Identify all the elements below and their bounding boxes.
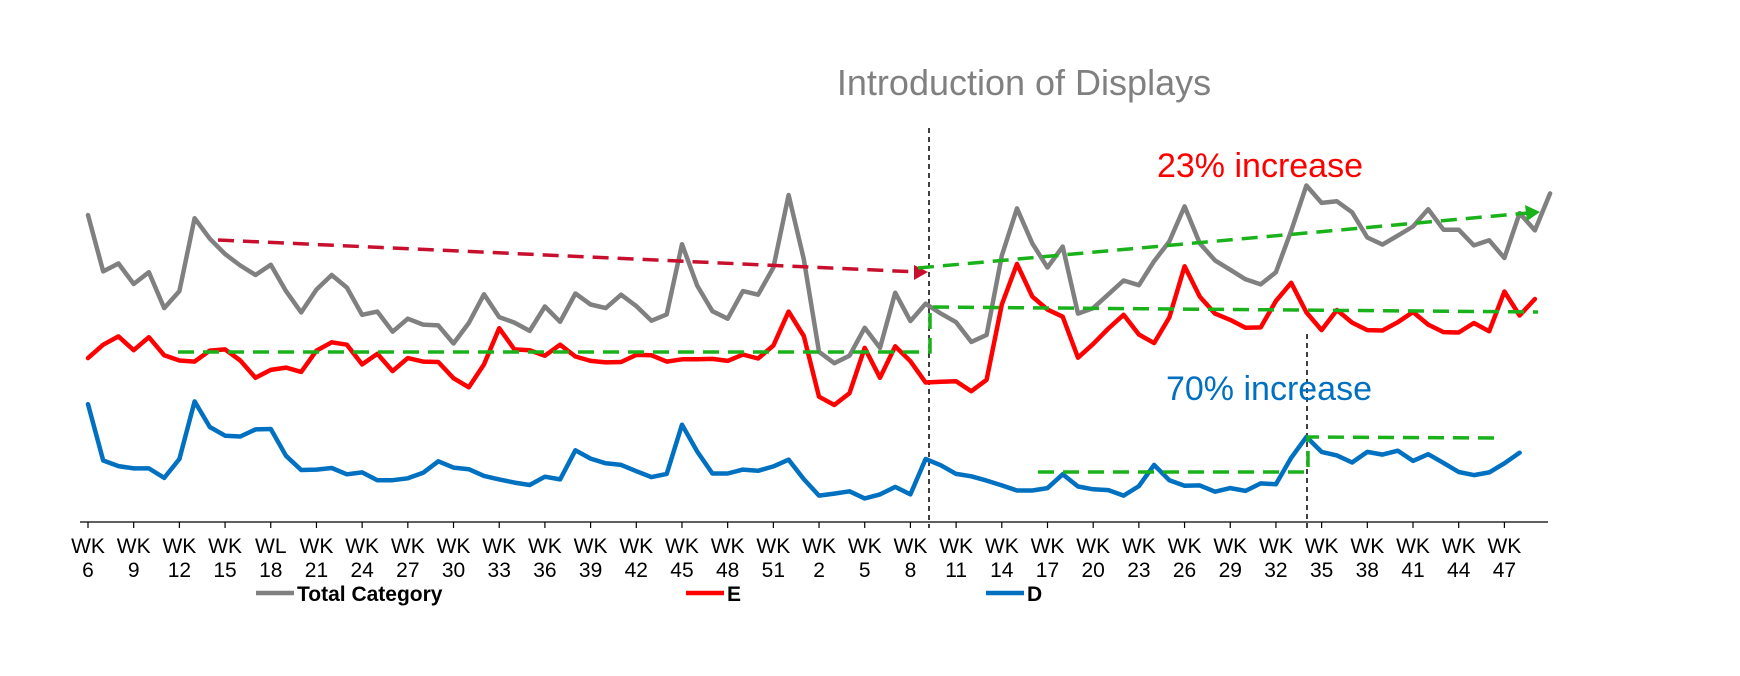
- x-tick-label: WK 24: [345, 535, 379, 582]
- legend-item-e: E: [686, 583, 741, 606]
- e-average-step: [178, 305, 1539, 354]
- d-average-step: [1038, 435, 1501, 474]
- x-tick-label: WK 29: [1213, 535, 1247, 582]
- x-tick-label: WK 38: [1350, 535, 1384, 582]
- series-line-total-category: [85, 183, 1553, 366]
- x-tick-label: WK 47: [1487, 535, 1521, 582]
- x-tick-label: WK 51: [756, 535, 790, 582]
- x-tick-label: WL 18: [255, 535, 287, 582]
- total-category-trend-before-arrowhead: [914, 265, 928, 280]
- series-line-d: [85, 399, 1522, 501]
- x-tick-label: WK 33: [482, 535, 516, 582]
- x-tick-label: WK 23: [1122, 535, 1156, 582]
- legend-label-total-category: Total Category: [297, 583, 443, 606]
- x-tick-label: WK 41: [1396, 535, 1430, 582]
- legend: Total Category E D: [256, 583, 1042, 606]
- x-tick-label: WK 6: [71, 535, 105, 582]
- total-category-trend-after-arrowhead: [1525, 205, 1540, 221]
- legend-label-d: D: [1027, 583, 1042, 606]
- x-tick-label: WK 32: [1259, 535, 1293, 582]
- series-line-e: [85, 261, 1538, 408]
- legend-label-e: E: [727, 583, 741, 606]
- x-tick-label: WK 14: [985, 535, 1019, 582]
- x-tick-label: WK 9: [117, 535, 151, 582]
- legend-item-total-category: Total Category: [256, 583, 443, 606]
- x-tick-label: WK 45: [665, 535, 699, 582]
- total-category-trend-before: [217, 238, 919, 274]
- x-tick-label: WK 20: [1076, 535, 1110, 582]
- x-tick-label: WK 15: [208, 535, 242, 582]
- x-tick-label: WK 42: [619, 535, 653, 582]
- x-tick-label: WK 35: [1305, 535, 1339, 582]
- x-tick-label: WK 30: [437, 535, 471, 582]
- annotation-e-increase: 23% increase: [1157, 147, 1363, 185]
- x-tick-label: WK 21: [300, 535, 334, 582]
- chart-title: Introduction of Displays: [837, 62, 1211, 103]
- total-category-trend-after: [917, 211, 1529, 270]
- plot-area: 23% increase 70% increase: [85, 128, 1553, 528]
- x-tick-label: WK 39: [574, 535, 608, 582]
- x-tick-label: WK 2: [802, 535, 836, 582]
- x-tick-label: WK 27: [391, 535, 425, 582]
- x-tick-label: WK 12: [162, 535, 196, 582]
- x-tick-label: WK 11: [939, 535, 973, 582]
- x-tick-label: WK 5: [848, 535, 882, 582]
- x-tick-label: WK 44: [1442, 535, 1476, 582]
- annotation-d-increase: 70% increase: [1166, 370, 1372, 408]
- x-tick-label: WK 17: [1031, 535, 1065, 582]
- x-tick-label: WK 36: [528, 535, 562, 582]
- x-axis: WK 6 WK 9 WK 12 WK 15 WL 18 WK 21 WK 24 WK 27 WK 30 WK 33 WK…: [71, 521, 1548, 582]
- legend-item-d: D: [986, 583, 1042, 606]
- x-tick-label: WK 8: [894, 535, 928, 582]
- x-axis-ticks: WK 6 WK 9 WK 12 WK 15 WL 18 WK 21 WK 24 WK 27 WK 30 WK 33 WK…: [71, 522, 1521, 582]
- x-tick-label: WK 26: [1168, 535, 1202, 582]
- x-tick-label: WK 48: [711, 535, 745, 582]
